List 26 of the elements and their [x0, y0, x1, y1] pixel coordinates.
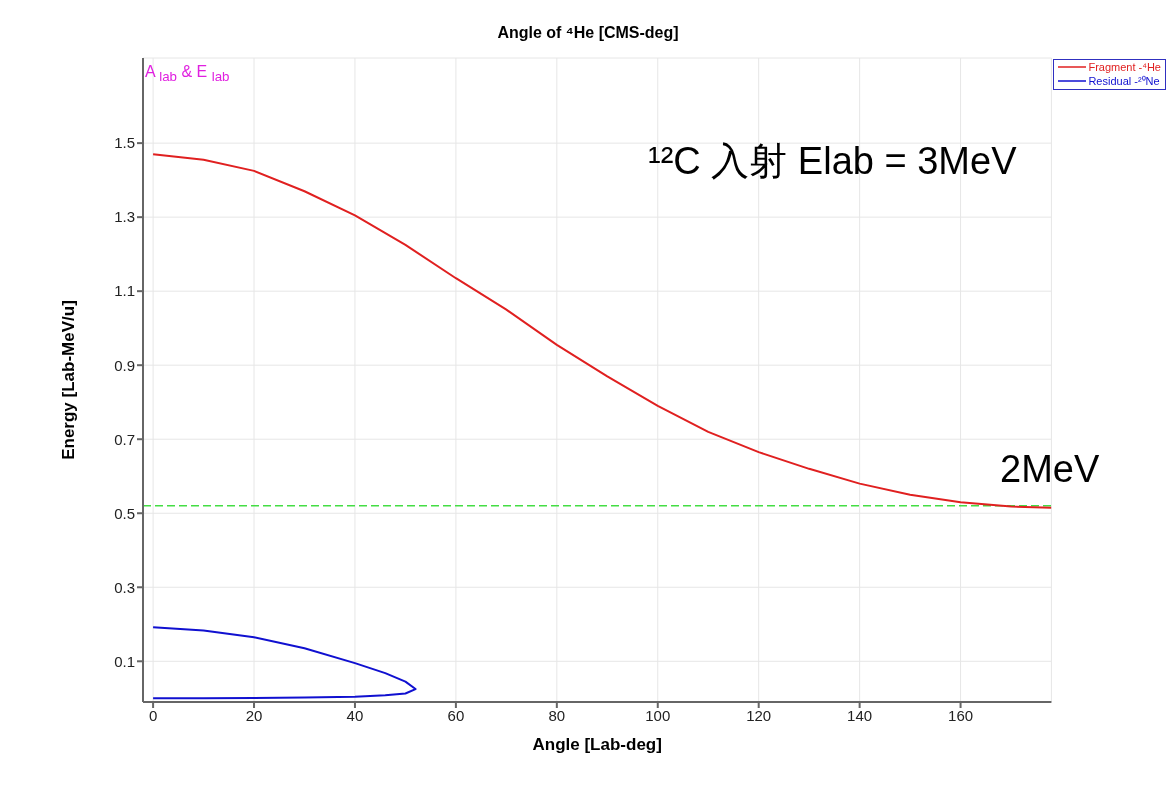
y-tick-label: 1.3 [114, 208, 135, 226]
line-series [152, 626, 417, 700]
y-tick-label: 0.9 [114, 356, 135, 374]
y-tick-label: 1.1 [114, 282, 135, 300]
legend-label: Residual -²⁰Ne [1088, 74, 1160, 88]
y-tick-label: 0.7 [114, 430, 135, 448]
x-tick-label: 120 [746, 706, 772, 724]
y-tick-label: 0.5 [114, 504, 135, 522]
annotation: ¹²C 入射 Elab = 3MeV [648, 139, 1017, 184]
x-tick-label: 100 [645, 706, 671, 724]
x-tick-label: 80 [548, 706, 566, 724]
x-tick-label: 160 [948, 706, 974, 724]
x-axis-title: Angle [Lab-deg] [532, 735, 662, 754]
x-tick-label: 40 [346, 706, 364, 724]
annotation: 2MeV [1000, 448, 1100, 491]
y-tick-label: 0.3 [114, 578, 135, 596]
x-tick-label: 60 [447, 706, 465, 724]
x-tick-label: 0 [148, 706, 158, 724]
y-axis-title: Energy [Lab-MeV/u] [59, 300, 79, 460]
annotation: A $_{lab}$ & E $_{lab}$ [145, 63, 230, 85]
x-tick-label: 140 [847, 706, 873, 724]
y-tick-label: 0.1 [114, 652, 135, 670]
chart-title: Angle of ⁴He [CMS-deg] [496, 24, 680, 42]
x-tick-label: 20 [245, 706, 263, 724]
legend-label: Fragment -⁴He [1088, 61, 1161, 73]
y-tick-label: 1.5 [114, 134, 135, 152]
